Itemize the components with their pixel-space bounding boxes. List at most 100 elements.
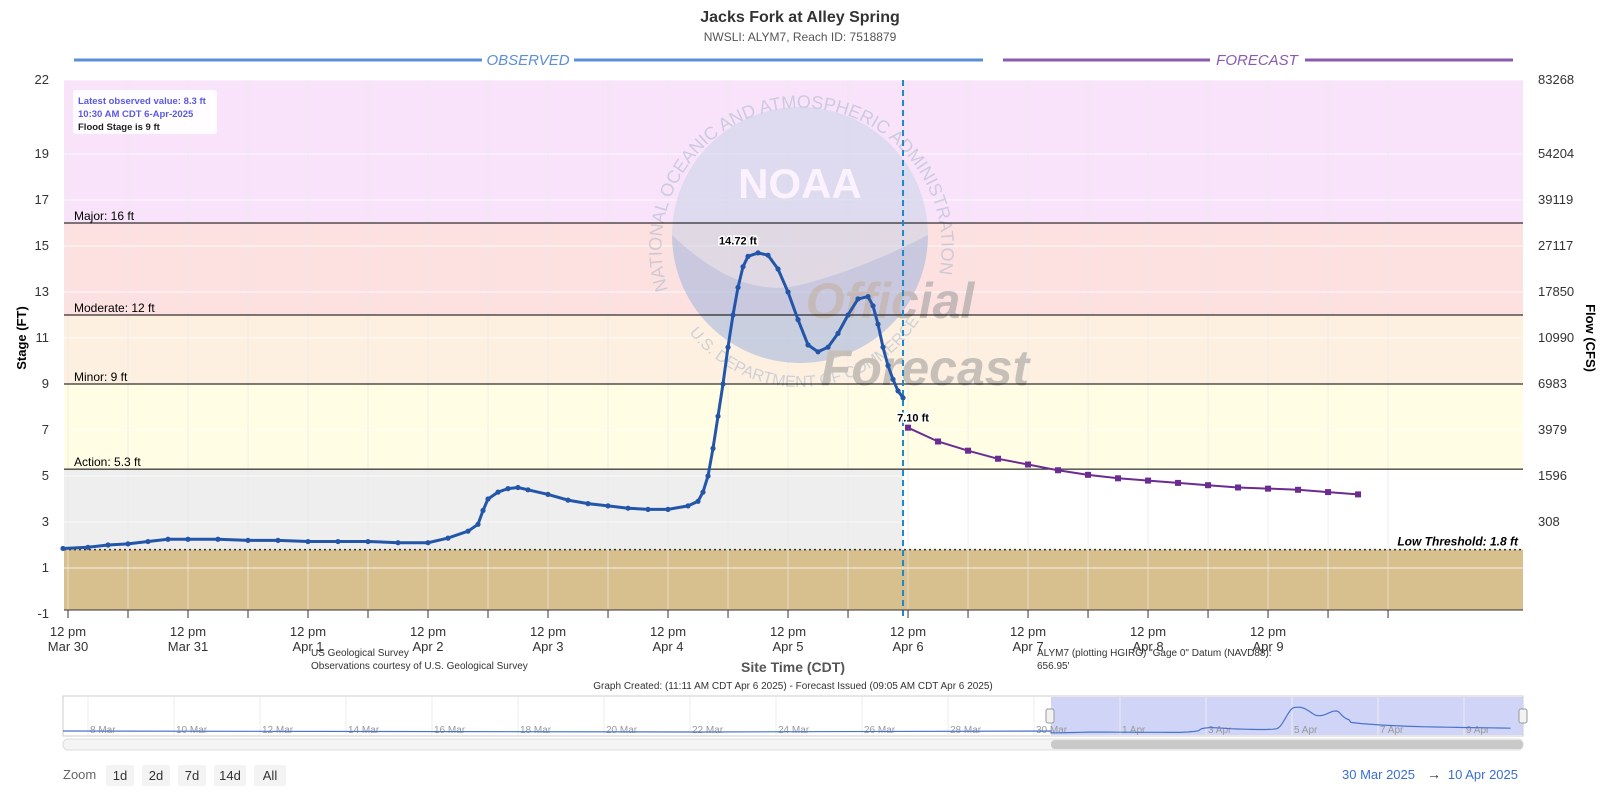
range-to[interactable]: 10 Apr 2025 [1448,767,1518,782]
time-navigator[interactable]: 8 Mar 10 Mar 12 Mar 14 Mar 16 Mar 18 Mar 20 Ma… [62,695,1528,751]
chart-subtitle: NWSLI: ALYM7, Reach ID: 7518879 [704,30,897,44]
observed-point [335,538,341,545]
observed-point [775,266,781,272]
observed-point [145,538,151,545]
flood-stage-note: Flood Stage is 9 ft [78,122,161,133]
observed-point [825,344,831,350]
zoom-button-label: 2d [149,768,163,783]
y-tick-label: 9 [42,376,49,391]
y-tick-label: 7 [42,422,49,437]
threshold-label: Action: 5.3 ft [74,455,141,469]
observed-point [710,445,716,451]
navigator-left-handle[interactable] [1045,708,1055,724]
forecast-point [1145,477,1152,484]
observed-point [465,528,471,534]
forecast-point [1265,485,1272,492]
navigator-date-label: 10 Mar [176,725,208,736]
x-tick-label-date: Apr 4 [652,639,683,654]
zoom-button-label: 7d [185,768,199,783]
zoom-label: Zoom [63,767,96,782]
forecast-point [1055,467,1062,474]
threshold-label: Moderate: 12 ft [74,301,155,315]
y-right-axis-title: Flow (CFS) [1583,304,1598,372]
observed-point [845,312,851,318]
x-tick-label-time: 12 pm [170,624,206,639]
y-right-tick-label: 308 [1538,514,1560,529]
zoom-button-7d[interactable]: 7d [178,765,206,786]
zoom-button-2d[interactable]: 2d [142,765,170,786]
datum-note: ALYM7 (plotting HGIRG) "Gage 0" Datum (N… [1037,648,1272,659]
forecast-section-bar: FORECAST [1003,52,1513,69]
y-right-tick-label: 3979 [1538,422,1567,437]
zoom-button-14d[interactable]: 14d [214,765,246,786]
latest-observed-time: 10:30 AM CDT 6-Apr-2025 [78,109,194,120]
range-arrow: → [1427,766,1441,782]
x-tick-label-date: Apr 3 [532,639,563,654]
y-right-tick-label: 54204 [1538,146,1574,161]
graph-created-note: Graph Created: (11:11 AM CDT Apr 6 2025)… [593,681,992,692]
observed-point [865,294,871,300]
y-right-tick-label: 17850 [1538,284,1574,299]
y-right-tick-label: 6983 [1538,376,1567,391]
zoom-button-All[interactable]: All [254,765,286,786]
series-layer [60,250,1362,552]
navigator-date-label: 26 Mar [864,725,896,736]
datum-value: 656.95' [1037,661,1070,672]
forecast-label: FORECAST [1216,52,1300,69]
observed-point [275,537,281,544]
observed-point [545,491,551,497]
observed-point [665,506,671,512]
x-tick-label-date: Apr 6 [892,639,923,654]
y-tick-label: 3 [42,514,49,529]
observed-point [805,342,811,348]
observed-point [425,540,431,546]
navigator-date-label: 30 Mar [1036,725,1068,736]
forecast-point [995,455,1002,462]
zoom-button-bg [178,765,206,786]
chart-title: Jacks Fork at Alley Spring [700,9,899,26]
x-tick-label-time: 12 pm [290,624,326,639]
navigator-date-label: 3 Apr [1208,725,1232,736]
observed-point [565,497,571,503]
x-tick-label-date: Mar 31 [168,639,208,654]
x-tick-label-time: 12 pm [1010,624,1046,639]
observed-point [715,413,721,419]
navigator-date-label: 18 Mar [520,725,552,736]
latest-observed-value: Latest observed value: 8.3 ft [78,96,207,107]
observed-point [185,536,191,542]
observed-point [505,486,511,492]
zoom-button-1d[interactable]: 1d [106,765,134,786]
watermark-official-text: Official [806,273,976,329]
y-tick-label: 22 [35,72,49,87]
observed-point [245,537,251,544]
x-tick-label-time: 12 pm [410,624,446,639]
observed-point [895,388,901,394]
x-axis-title: Site Time (CDT) [741,659,845,675]
navigator-date-label: 22 Mar [692,725,724,736]
navigator-scrollbar-thumb[interactable] [1051,740,1523,749]
navigator-right-handle[interactable] [1518,708,1528,724]
low-threshold-label: Low Threshold: 1.8 ft [1397,535,1519,549]
observed-point [395,540,401,546]
navigator-date-label: 12 Mar [262,725,294,736]
observed-point [720,381,726,387]
observed-point [795,317,801,323]
x-tick-label-date: Apr 9 [1252,639,1283,654]
navigator-date-label: 16 Mar [434,725,466,736]
forecast-point [1325,489,1332,496]
forecast-point [1205,482,1212,489]
observed-point [755,250,761,256]
observed-point [475,521,481,527]
observed-point [525,487,531,493]
observed-point [815,349,821,355]
y-tick-label: 11 [36,330,50,345]
y-right-tick-label: 10990 [1538,330,1574,345]
navigator-date-label: 28 Mar [950,725,982,736]
x-tick-label-date: Apr 7 [1012,639,1043,654]
navigator-series [62,706,1511,734]
observed-point [735,284,741,290]
forecast-point [965,447,972,454]
range-from[interactable]: 30 Mar 2025 [1342,767,1415,782]
